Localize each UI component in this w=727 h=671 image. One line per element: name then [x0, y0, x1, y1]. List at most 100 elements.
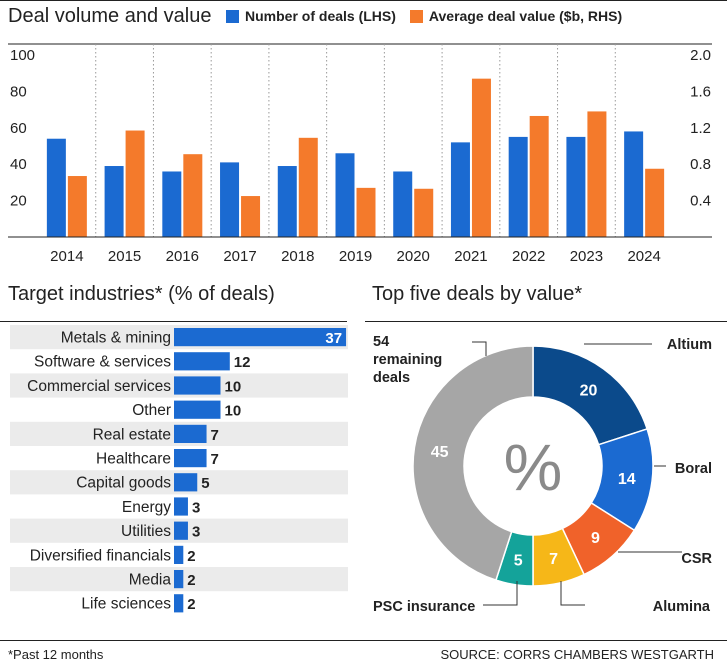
x-tick-label: 2014: [50, 248, 83, 265]
industry-value-label: 37: [325, 330, 342, 347]
deals-bar: [162, 171, 182, 237]
legend-label-value: Average deal value ($b, RHS): [428, 8, 623, 24]
value-bar: [471, 78, 491, 237]
deals-bar: [46, 138, 66, 237]
x-tick-label: 2020: [397, 248, 430, 265]
industry-label: Software & services: [34, 354, 171, 371]
industry-label: Healthcare: [96, 451, 171, 468]
value-bar: [241, 196, 261, 237]
y-left-tick-label: 100: [10, 47, 35, 64]
value-bar: [587, 111, 607, 237]
industry-value-label: 2: [187, 572, 195, 589]
top-rule: [0, 0, 727, 1]
bar-chart-title: Deal volume and value: [8, 5, 212, 27]
industry-bar: [174, 545, 184, 564]
bottom-rule: [0, 640, 727, 641]
slice-value-label: 14: [618, 471, 636, 488]
y-left-tick-label: 20: [10, 193, 27, 210]
leader-line: [483, 581, 518, 606]
x-tick-label: 2022: [512, 248, 545, 265]
industry-label: Real estate: [93, 426, 171, 443]
industry-bar: [174, 449, 207, 468]
pie-chart-title: Top five deals by value*: [372, 283, 583, 305]
industry-label: Utilities: [121, 523, 171, 540]
deals-bar: [104, 166, 124, 237]
slice-label: PSC insurance: [373, 599, 475, 615]
slice-label-line: deals: [373, 370, 410, 386]
deals-bar: [624, 131, 644, 237]
industry-value-label: 7: [211, 451, 219, 468]
deals-bar: [277, 166, 297, 237]
legend-item-deals: Number of deals (LHS): [226, 8, 396, 24]
deals-bar: [508, 136, 528, 237]
y-right-tick-label: 0.4: [690, 193, 711, 210]
value-bar: [356, 187, 376, 237]
leader-line: [472, 341, 487, 356]
leader-line: [560, 581, 585, 606]
industry-label: Energy: [122, 499, 171, 516]
industry-value-label: 12: [234, 354, 251, 371]
industry-bar: [174, 570, 184, 589]
bar-chart-legend: Number of deals (LHS) Average deal value…: [226, 8, 636, 24]
industry-bar: [174, 521, 188, 540]
industry-bar: [174, 473, 198, 492]
footnote: *Past 12 months: [8, 647, 104, 662]
slice-label: CSR: [681, 551, 712, 567]
industry-bar: [174, 497, 188, 516]
slice-label: Alumina: [653, 599, 711, 615]
slice-label: Altium: [667, 337, 712, 353]
y-left-tick-label: 40: [10, 156, 27, 173]
value-bar: [645, 168, 665, 237]
value-bar: [414, 188, 434, 237]
legend-swatch-orange: [409, 9, 423, 23]
y-left-tick-label: 80: [10, 83, 27, 100]
value-bar: [183, 154, 203, 237]
y-right-tick-label: 1.6: [690, 83, 711, 100]
slice-value-label: 9: [591, 530, 600, 547]
deals-bar: [335, 153, 355, 237]
source-note: SOURCE: CORRS CHAMBERS WESTGARTH: [440, 647, 714, 662]
industry-value-label: 10: [225, 378, 242, 395]
industry-bar: [174, 328, 347, 347]
x-tick-label: 2018: [281, 248, 314, 265]
industry-bar: [174, 376, 221, 395]
x-tick-label: 2016: [166, 248, 199, 265]
industry-label: Life sciences: [81, 596, 171, 613]
y-right-tick-label: 2.0: [690, 47, 711, 64]
x-tick-label: 2023: [570, 248, 603, 265]
deals-bar: [566, 136, 586, 237]
legend-label-deals: Number of deals (LHS): [245, 8, 396, 24]
x-tick-label: 2021: [454, 248, 487, 265]
top-deals-donut-chart: 20 Altium 14 Boral 9 CSR 7 Alumina 5 PSC insuranc…: [373, 334, 713, 615]
y-left-tick-label: 60: [10, 120, 27, 137]
slice-value-label: 45: [431, 444, 449, 461]
industry-bar: [174, 594, 184, 613]
slice-label: 54 remaining deals: [373, 334, 442, 386]
industry-value-label: 3: [192, 524, 200, 541]
industry-value-label: 3: [192, 499, 200, 516]
slice-label: Boral: [675, 461, 712, 477]
legend-swatch-blue: [226, 9, 239, 23]
legend-item-value: Average deal value ($b, RHS): [409, 8, 623, 24]
industry-value-label: 2: [187, 548, 195, 565]
deals-bar: [450, 142, 470, 237]
industry-value-label: 7: [211, 427, 219, 444]
slice-label-line: remaining: [373, 352, 442, 368]
industry-bar: [174, 352, 230, 371]
industry-label: Metals & mining: [61, 330, 171, 347]
industry-value-label: 10: [225, 403, 242, 420]
industry-value-label: 5: [201, 475, 209, 492]
industry-chart-title: Target industries* (% of deals): [8, 283, 275, 305]
industry-bar: [174, 424, 207, 443]
slice-value-label: 20: [580, 383, 598, 400]
industry-label: Other: [132, 402, 171, 419]
donut-slice: [412, 345, 534, 582]
value-bar: [529, 115, 549, 237]
industry-label: Diversified financials: [30, 547, 172, 564]
deals-bar: [220, 162, 240, 237]
x-tick-label: 2015: [108, 248, 141, 265]
mid-rule-left: [0, 321, 347, 322]
deal-volume-chart: 100 80 60 40 20 2.0 1.6 1.2 0.8 0.4 2014 2015 2016 20…: [8, 43, 712, 265]
x-tick-label: 2019: [339, 248, 372, 265]
